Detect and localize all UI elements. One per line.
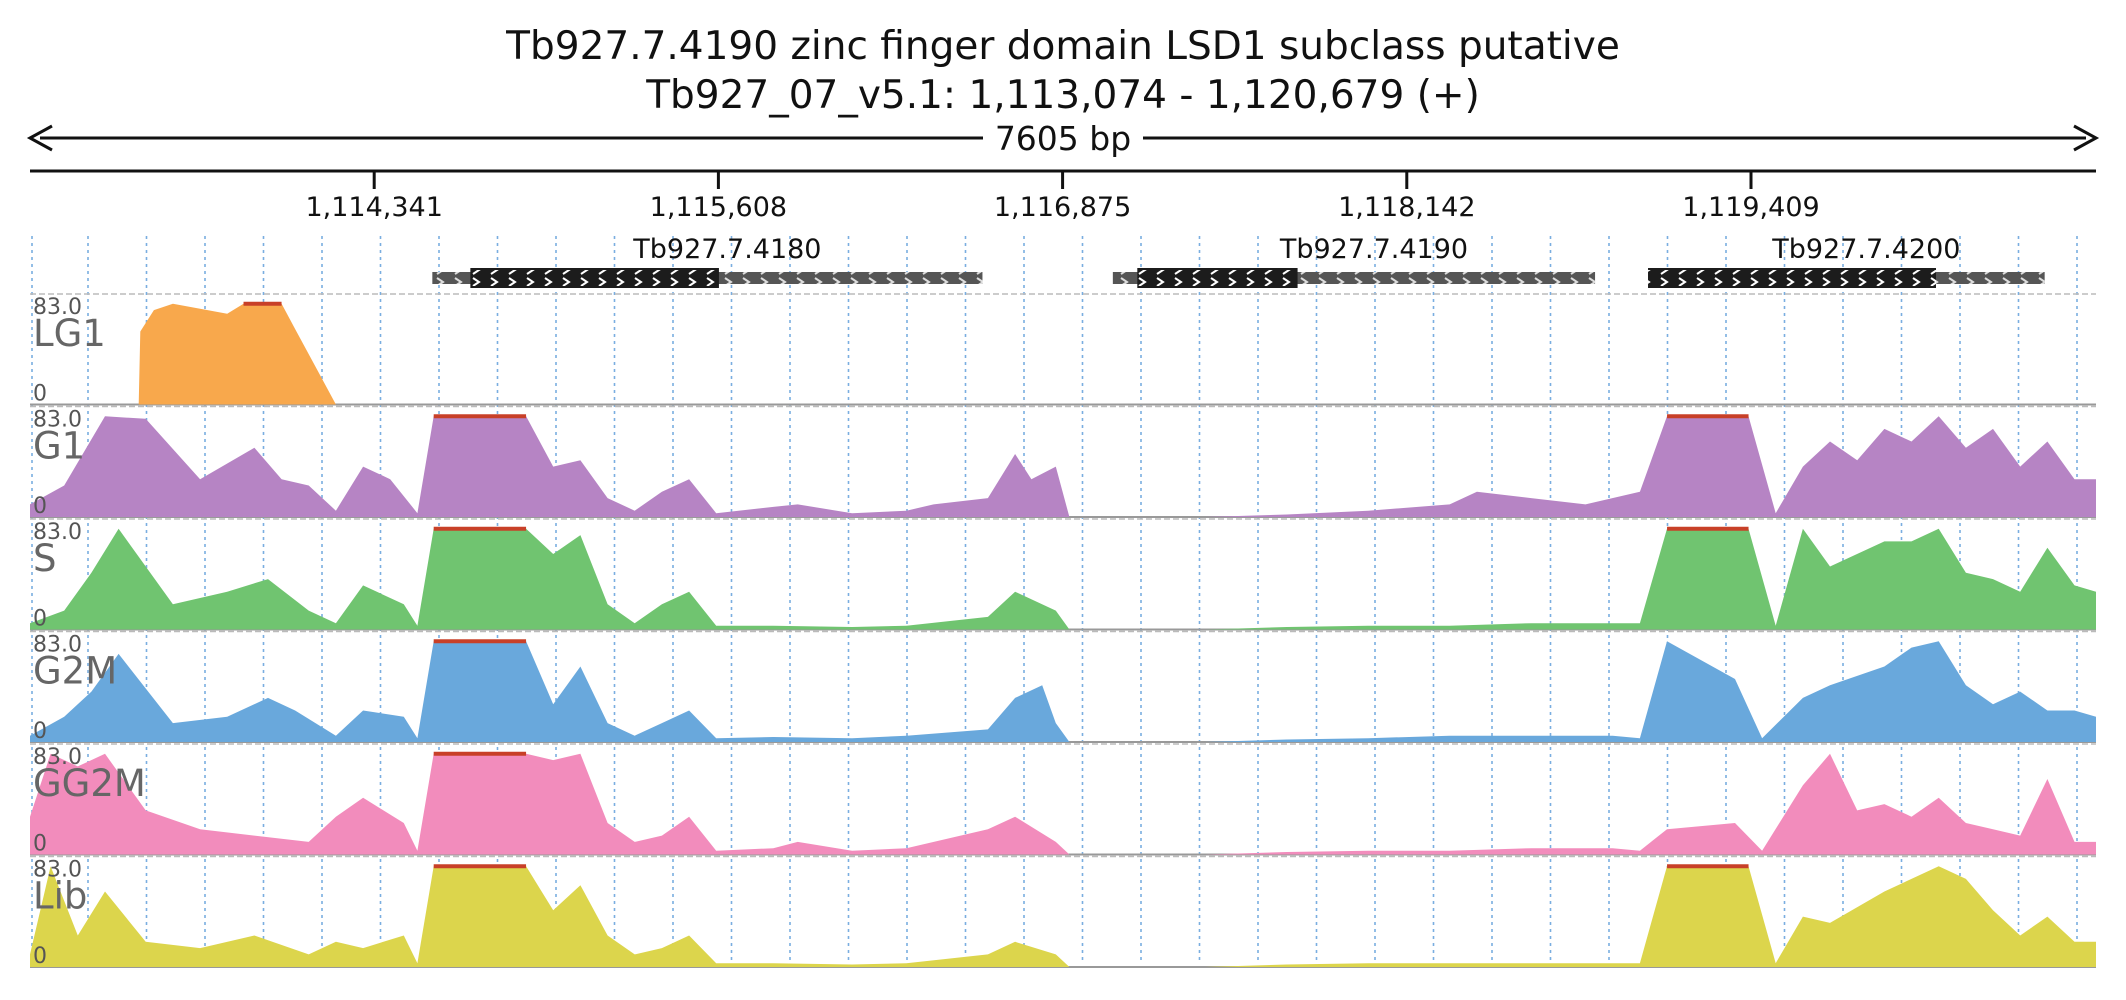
coverage-area xyxy=(30,528,2096,630)
strand-chevrons xyxy=(1137,270,1298,286)
plot-title-gene: Tb927.7.4190 zinc finger domain LSD1 sub… xyxy=(506,24,1620,69)
gene-label: Tb927.7.4200 xyxy=(1771,234,1960,265)
track-name-label: LG1 xyxy=(33,312,106,355)
track-name-label: G1 xyxy=(33,425,85,468)
ruler-tick-label: 1,118,142 xyxy=(1338,192,1475,223)
track-ymin-label: 0 xyxy=(33,944,47,969)
track-name-label: GG2M xyxy=(33,762,146,805)
track-ymax-label: 83.0 xyxy=(33,745,82,770)
gene-feature[interactable]: Tb927.7.4200 xyxy=(1648,234,2045,288)
track-ymin-label: 0 xyxy=(33,832,47,857)
gene-annotation-track: Tb927.7.4180 Tb927.7.4190 Tb927.7.4200 xyxy=(432,234,2045,288)
gene-feature[interactable]: Tb927.7.4180 xyxy=(432,234,983,288)
coverage-area xyxy=(30,641,2096,742)
gene-label: Tb927.7.4180 xyxy=(632,234,821,265)
plot-title-locus: Tb927_07_v5.1: 1,113,074 - 1,120,679 (+) xyxy=(646,73,1480,118)
coverage-track: 83.0G1 0 xyxy=(30,405,2096,519)
span-length-label: 7605 bp xyxy=(995,119,1131,158)
track-ymin-label: 0 xyxy=(33,719,47,744)
track-ymax-label: 83.0 xyxy=(33,295,82,320)
track-name-label: S xyxy=(33,537,57,580)
strand-chevrons xyxy=(470,270,719,286)
coverage-area xyxy=(30,866,2096,967)
ruler-tick: 1,114,341 xyxy=(305,171,443,223)
coverage-area xyxy=(30,416,2096,517)
ruler-tick-label: 1,115,608 xyxy=(650,192,787,223)
gene-label: Tb927.7.4190 xyxy=(1279,234,1468,265)
ruler-tick: 1,116,875 xyxy=(994,171,1131,223)
gene-feature[interactable]: Tb927.7.4190 xyxy=(1112,234,1596,288)
coverage-tracks: 83.0LG1083.0G1083.0S083.0G2M083.0GG2M083… xyxy=(30,293,2096,969)
track-ymax-label: 83.0 xyxy=(33,858,82,883)
coverage-area xyxy=(138,303,336,405)
track-ymin-label: 0 xyxy=(33,607,47,632)
ruler-tick-label: 1,119,409 xyxy=(1682,192,1819,223)
coordinate-ruler: 1,114,341 1,115,608 1,116,875 1,118,142 1,11… xyxy=(30,169,2096,223)
ruler-tick: 1,119,409 xyxy=(1682,171,1820,223)
ruler-tick: 1,118,142 xyxy=(1338,171,1476,223)
ruler-tick-label: 1,116,875 xyxy=(994,192,1131,223)
track-ymin-label: 0 xyxy=(33,494,47,519)
span-arrow: 7605 bp xyxy=(26,119,2100,158)
strand-chevrons xyxy=(1648,270,1936,286)
track-ymin-label: 0 xyxy=(33,382,47,407)
coverage-area xyxy=(30,753,2096,855)
ruler-tick: 1,115,608 xyxy=(650,171,787,223)
track-ymax-label: 83.0 xyxy=(33,520,82,545)
ruler-ticks: 1,114,341 1,115,608 1,116,875 1,118,142 1,11… xyxy=(305,171,1820,223)
track-name-label: G2M xyxy=(33,650,117,693)
coverage-track: 83.0S 0 xyxy=(30,518,2096,632)
track-ymax-label: 83.0 xyxy=(33,408,82,433)
ruler-tick-label: 1,114,341 xyxy=(305,192,442,223)
track-name-label: Lib xyxy=(33,875,87,918)
track-ymax-label: 83.0 xyxy=(33,633,82,658)
